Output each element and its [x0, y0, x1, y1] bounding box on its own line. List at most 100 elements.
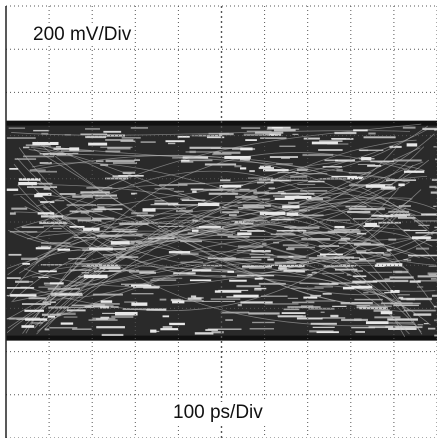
- noise-fragment: [43, 225, 65, 227]
- noise-fragment: [403, 309, 436, 312]
- noise-fragment: [406, 298, 415, 301]
- noise-fragment: [330, 314, 339, 318]
- low-level-rail: [6, 335, 437, 341]
- transition-trace: [18, 188, 399, 281]
- noise-fragment: [373, 309, 390, 312]
- noise-fragment: [150, 204, 180, 206]
- transition-trace: [13, 163, 422, 278]
- high-level-rail: [6, 120, 437, 126]
- bright-speckle: [198, 202, 220, 207]
- bright-speckle: [316, 331, 339, 334]
- noise-fragment: [85, 135, 107, 139]
- bright-speckle: [24, 309, 44, 312]
- noise-fragment: [334, 131, 357, 135]
- transition-trace: [35, 170, 435, 307]
- noise-fragment: [21, 226, 44, 229]
- noise-fragment: [400, 297, 432, 301]
- noise-fragment: [398, 296, 404, 299]
- noise-fragment: [295, 173, 328, 175]
- transition-trace: [7, 198, 413, 275]
- noise-fragment: [56, 154, 73, 157]
- noise-fragment: [23, 182, 53, 185]
- noise-fragment: [286, 247, 295, 251]
- noise-fragment: [258, 282, 286, 285]
- noise-fragment: [431, 178, 437, 181]
- noise-fragment: [359, 258, 367, 260]
- noise-fragment: [388, 327, 417, 330]
- noise-fragment: [310, 322, 337, 325]
- bright-speckle: [263, 169, 289, 172]
- noise-fragment: [66, 204, 97, 206]
- noise-fragment: [134, 159, 140, 161]
- noise-fragment: [417, 275, 437, 278]
- bright-speckle: [10, 294, 37, 297]
- bright-speckle: [38, 270, 57, 273]
- noise-fragment: [264, 303, 299, 305]
- bright-speckle: [286, 212, 299, 216]
- bright-speckle: [191, 229, 199, 232]
- noise-fragment: [66, 309, 86, 312]
- noise-fragment: [86, 187, 113, 189]
- bright-speckle: [89, 247, 113, 250]
- bright-speckle: [365, 184, 386, 188]
- noise-fragment: [231, 189, 257, 192]
- noise-fragment: [306, 273, 313, 276]
- bright-speckle: [390, 289, 400, 293]
- transition-trace: [37, 139, 417, 332]
- noise-fragment: [84, 306, 110, 308]
- noise-fragment: [320, 311, 325, 313]
- noise-fragment: [393, 304, 419, 307]
- noise-fragment: [398, 205, 411, 207]
- noise-fragment: [305, 300, 336, 302]
- noise-fragment: [356, 232, 367, 235]
- noise-fragment: [242, 258, 262, 261]
- noise-fragment: [115, 234, 143, 237]
- bright-speckle: [351, 285, 373, 289]
- transition-trace: [16, 128, 429, 229]
- transition-trace: [36, 125, 429, 207]
- noise-fragment: [112, 162, 138, 165]
- noise-fragment: [120, 140, 136, 142]
- transition-trace: [9, 239, 423, 335]
- noise-fragment: [332, 305, 347, 308]
- noise-fragment: [9, 230, 38, 233]
- noise-fragment: [402, 126, 416, 129]
- noise-fragment: [146, 308, 167, 311]
- noise-fragment: [244, 206, 259, 208]
- noise-fragment: [136, 215, 154, 217]
- noise-fragment: [372, 280, 388, 282]
- noise-fragment: [154, 188, 175, 190]
- noise-fragment: [41, 242, 71, 244]
- noise-fragment: [240, 301, 273, 304]
- noise-fragment: [55, 145, 61, 148]
- bright-speckle: [165, 140, 185, 143]
- noise-fragment: [130, 127, 149, 129]
- noise-fragment: [100, 163, 109, 166]
- noise-fragment: [40, 201, 55, 204]
- noise-fragment: [356, 306, 367, 309]
- noise-fragment: [279, 145, 296, 147]
- bright-speckle: [25, 318, 48, 321]
- noise-fragment: [338, 242, 371, 244]
- noise-fragment: [380, 322, 414, 324]
- noise-fragment: [15, 280, 29, 283]
- bright-speckle: [110, 241, 130, 245]
- noise-fragment: [291, 287, 324, 289]
- noise-fragment: [95, 160, 104, 163]
- noise-fragment: [303, 137, 320, 140]
- transition-trace: [7, 205, 416, 249]
- bright-speckle: [365, 321, 389, 325]
- noise-fragment: [29, 169, 46, 172]
- noise-fragment: [103, 226, 110, 228]
- bright-speckle: [118, 175, 144, 177]
- noise-fragment: [23, 146, 30, 149]
- noise-fragment: [236, 285, 261, 288]
- noise-fragment: [26, 186, 58, 188]
- noise-fragment: [267, 258, 274, 261]
- noise-fragment: [201, 270, 234, 272]
- noise-fragment: [326, 219, 351, 221]
- noise-fragment: [250, 275, 275, 277]
- noise-fragment: [408, 254, 437, 257]
- noise-fragment: [247, 230, 266, 232]
- noise-fragment: [206, 136, 225, 139]
